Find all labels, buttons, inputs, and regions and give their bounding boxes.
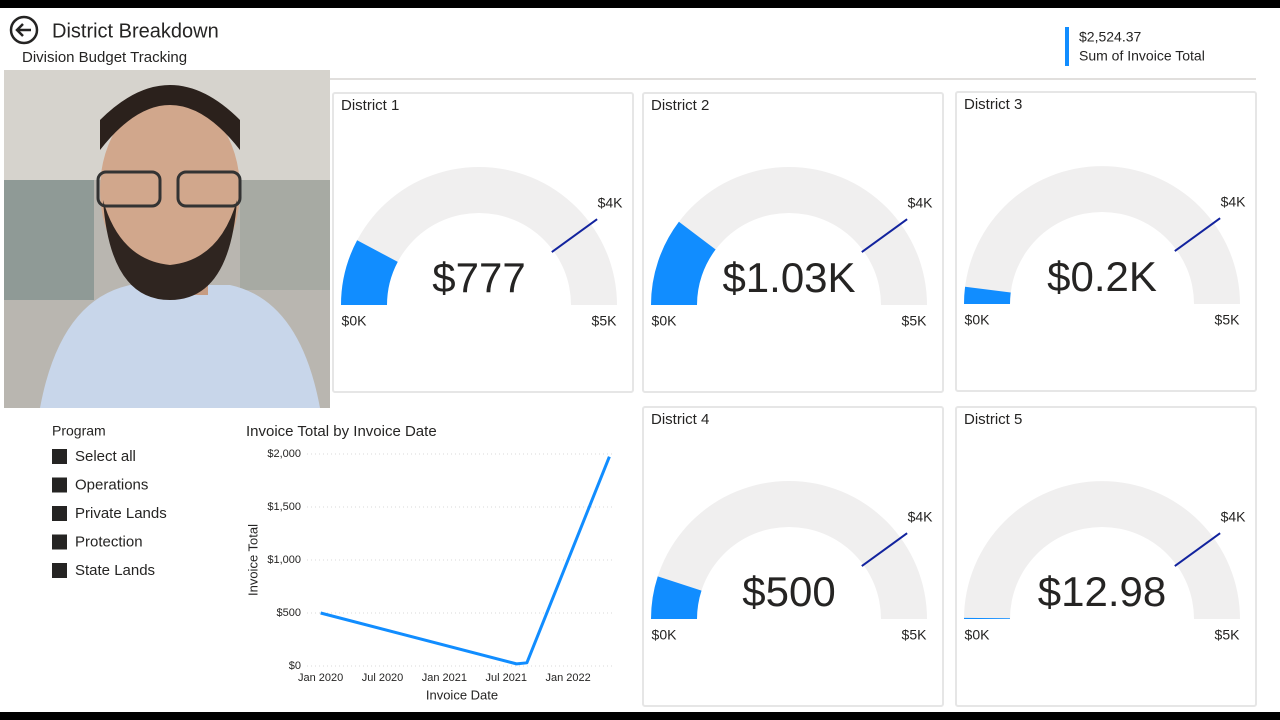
gauge-track [651,167,927,305]
gauge-value: $500 [742,568,835,615]
y-axis-title: Invoice Total [245,524,260,596]
slicer: Select all Operations Private Lands Protect… [52,448,167,579]
x-tick-label: Jan 2021 [422,672,467,684]
gauge-title: District 3 [964,96,1022,113]
gauge-card [332,92,634,393]
gauge-min-label: $0K [652,313,678,329]
gauge-fill [651,576,702,619]
webcam-video [4,70,330,408]
gauge-track [964,481,1240,619]
gauge-title: District 5 [964,411,1022,428]
gauge-card [955,406,1257,707]
gauge-value: $777 [432,254,525,301]
gauge-value: $1.03K [722,254,855,301]
x-tick-label: Jul 2020 [362,672,404,684]
gauge-min-label: $0K [965,627,991,643]
gauge-fill [650,221,716,305]
gauge-target-label: $4K [1221,508,1247,524]
gauge-track [341,167,617,305]
gauge-min-label: $0K [342,313,368,329]
y-tick-label: $0 [289,660,301,672]
gauge-track [964,166,1240,304]
slicer-item[interactable]: Operations [75,476,148,493]
gauge-card [955,91,1257,392]
gauge-card [642,406,944,707]
slicer-title: Program [52,423,106,439]
slicer-checkbox[interactable] [52,534,67,550]
gauge-fill [964,617,1011,619]
gauge-target-label: $4K [1221,193,1247,209]
x-tick-label: Jan 2022 [545,672,590,684]
y-tick-label: $1,000 [267,554,301,566]
slicer-checkbox[interactable] [52,506,67,521]
gauge-max-label: $5K [1215,627,1241,643]
slicer-item[interactable]: State Lands [75,562,155,579]
kpi-value: $2,524.37 [1079,29,1141,45]
line-chart-title: Invoice Total by Invoice Date [246,423,437,440]
gauge-target [1174,217,1221,252]
kpi-label: Sum of Invoice Total [1079,48,1205,64]
gauge-target [861,532,908,567]
kpi-accent [1065,27,1069,66]
gauge-max-label: $5K [902,313,928,329]
gauge-max-label: $5K [592,313,618,329]
line-series [320,456,611,666]
gauge-card [642,92,944,393]
gauge-fill [341,240,398,305]
slicer-checkbox[interactable] [52,563,67,578]
gauge-title: District 2 [651,97,709,114]
gauge-value: $12.98 [1038,568,1166,615]
slicer-item[interactable]: Select all [75,448,136,465]
gauge-target-label: $4K [908,194,934,210]
gauge-target-label: $4K [598,194,624,210]
slicer-checkbox[interactable] [52,449,67,464]
gauge-value: $0.2K [1047,253,1157,300]
gauge-target-label: $4K [908,508,934,524]
slicer-item[interactable]: Protection [75,533,143,550]
back-button[interactable] [9,15,39,45]
gauge-title: District 4 [651,411,709,428]
gauge-min-label: $0K [652,627,678,643]
y-tick-label: $1,500 [267,501,301,513]
gauge-fill [964,286,1011,304]
x-tick-label: Jul 2021 [485,672,527,684]
letterbox-bottom [0,712,1280,720]
page-title: District Breakdown [52,20,219,42]
gauge-title: District 1 [341,97,399,114]
gauge-target [1174,532,1221,567]
gauge-max-label: $5K [1215,312,1241,328]
slicer-item[interactable]: Private Lands [75,505,167,522]
slicer-checkbox[interactable] [52,477,67,493]
y-tick-label: $500 [277,607,301,619]
y-tick-label: $2,000 [267,448,301,460]
gauge-target [551,218,598,253]
gauge-target [861,218,908,253]
gauge-min-label: $0K [965,312,991,328]
gauge-track [651,481,927,619]
x-axis-title: Invoice Date [426,687,498,702]
page-subtitle: Division Budget Tracking [22,49,187,66]
x-tick-label: Jan 2020 [298,672,343,684]
gauge-max-label: $5K [902,627,928,643]
letterbox-top [0,0,1280,8]
